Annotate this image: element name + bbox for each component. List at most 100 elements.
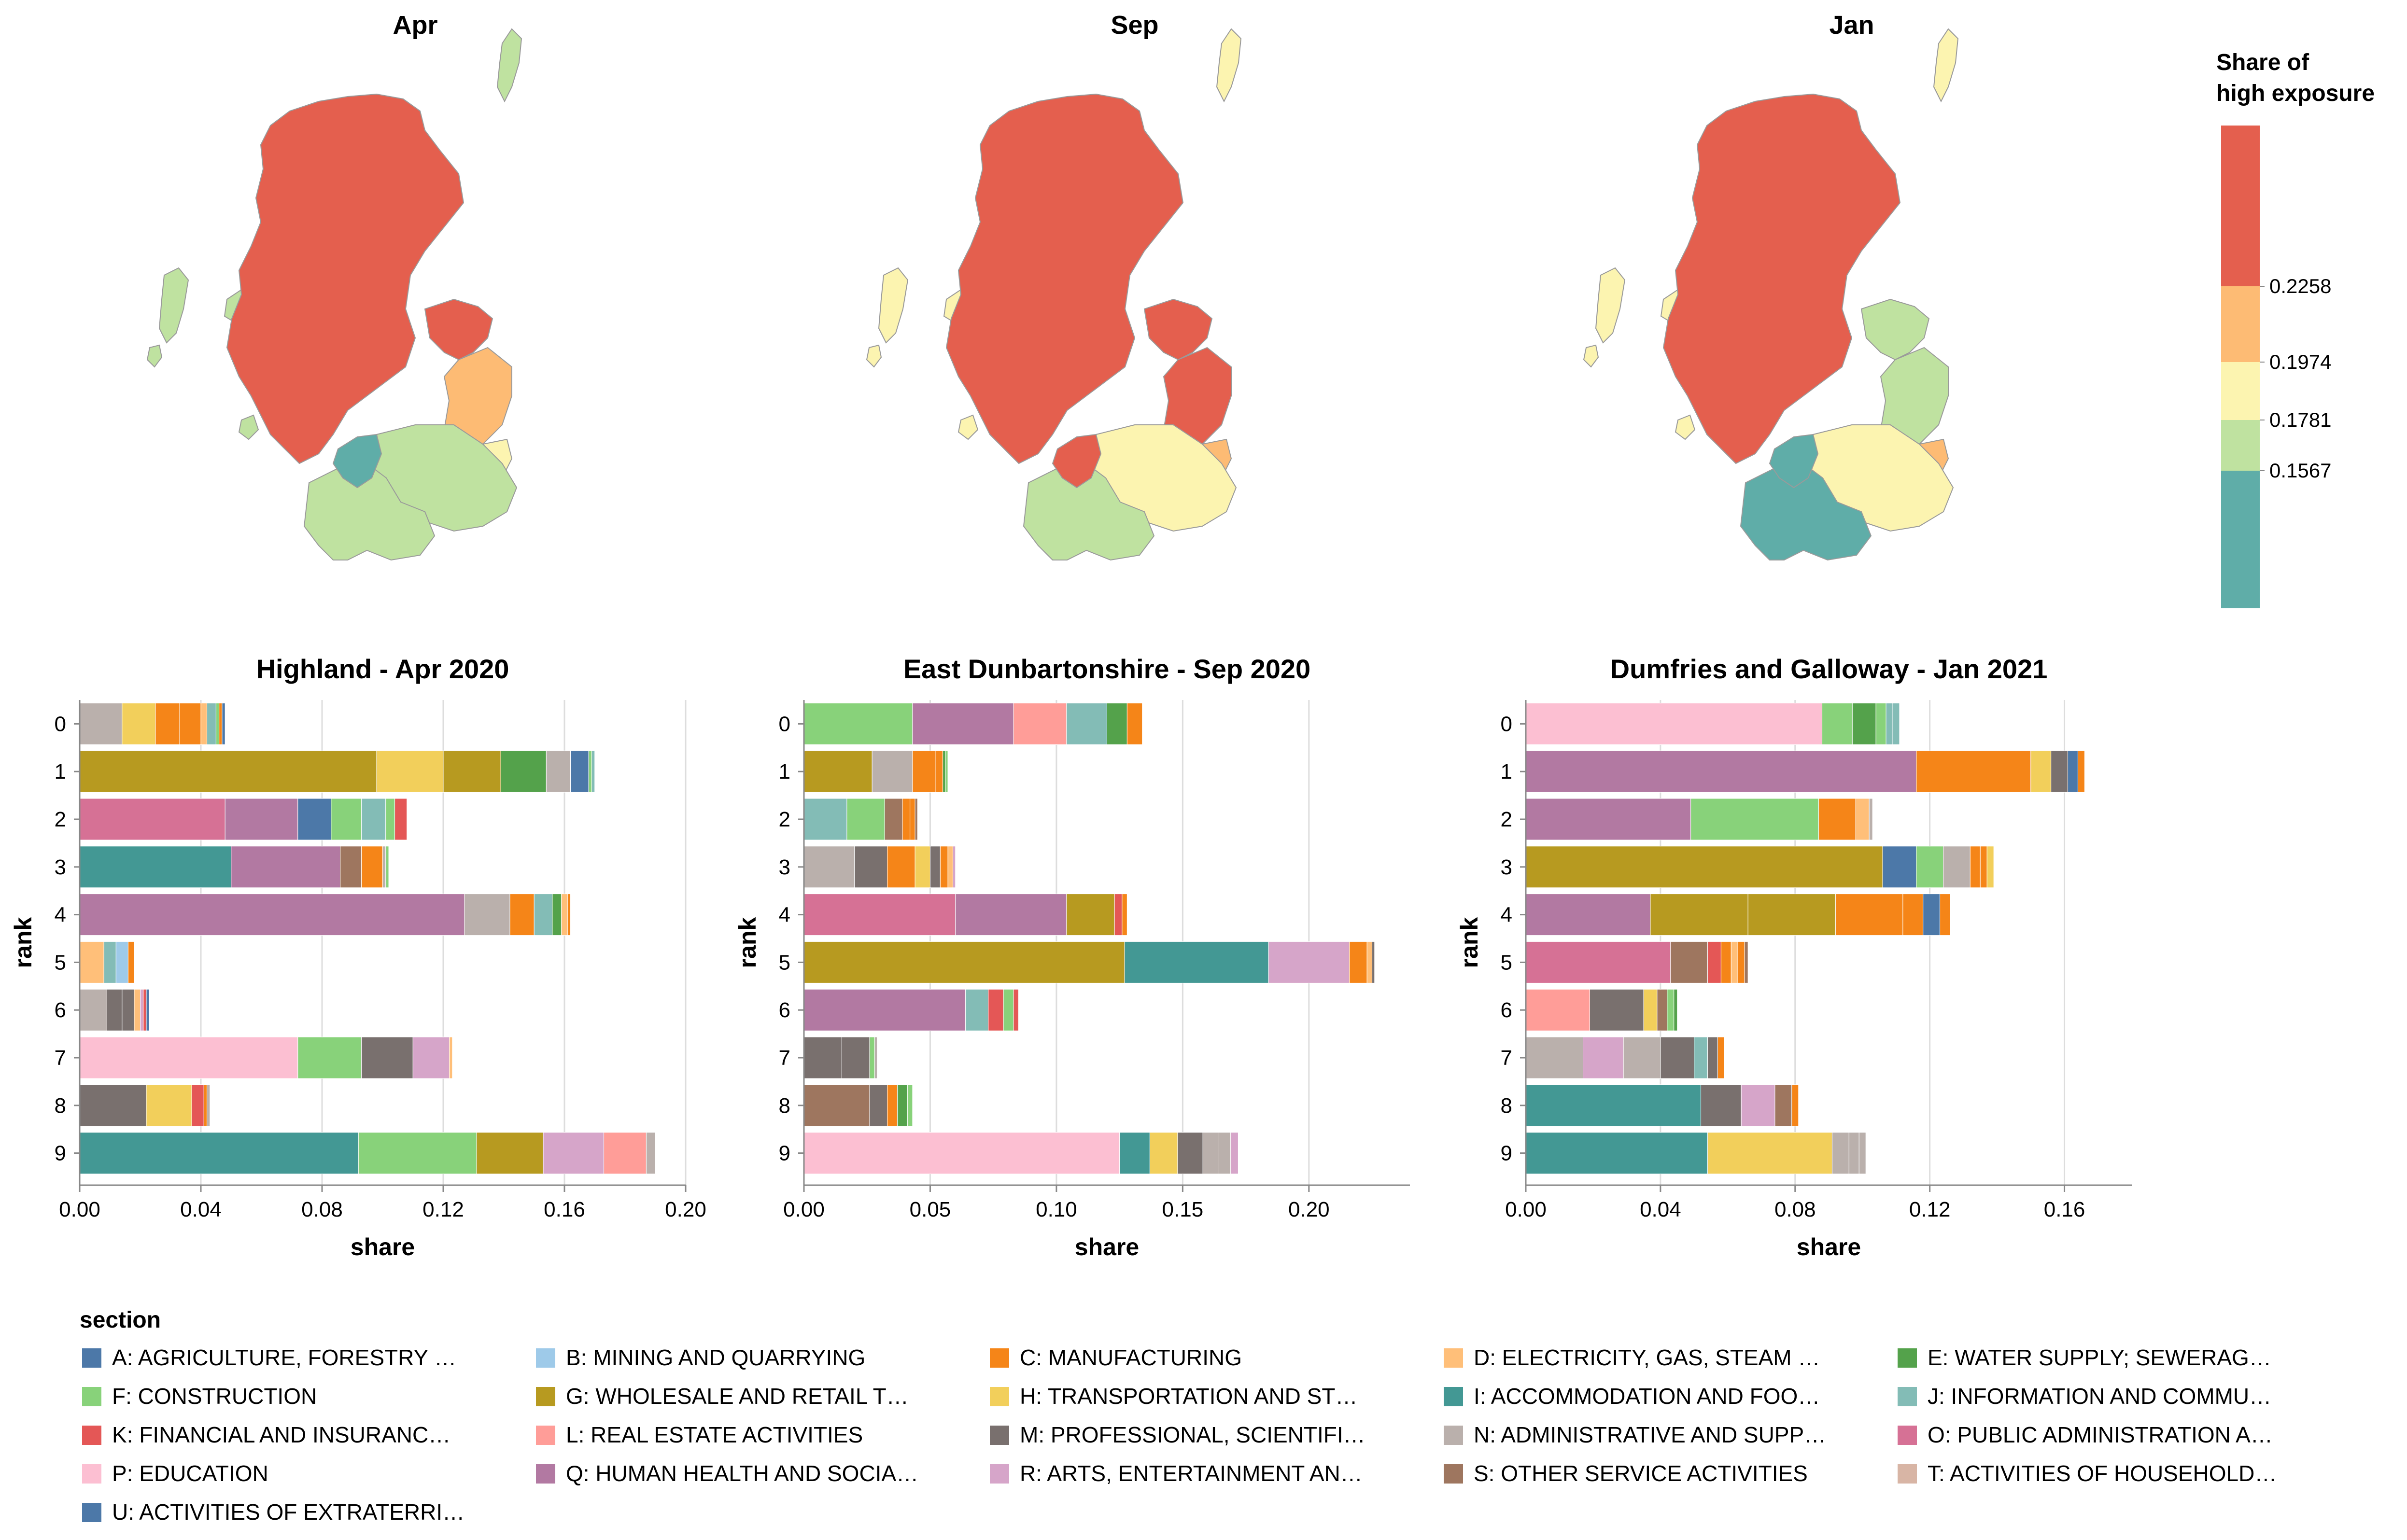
- bar-segment: [146, 989, 150, 1031]
- x-tick-label: 0.00: [59, 1198, 100, 1221]
- y-tick-label: 5: [55, 951, 66, 974]
- section-legend-swatch: [1444, 1348, 1463, 1368]
- map-sep: Sep: [866, 11, 1242, 561]
- bar-segment: [103, 941, 116, 983]
- bar-segment: [854, 846, 888, 888]
- y-tick-label: 7: [55, 1046, 66, 1070]
- map-title: Apr: [393, 11, 438, 40]
- chart-title: Dumfries and Galloway - Jan 2021: [1610, 654, 2048, 684]
- x-tick-label: 0.10: [1036, 1198, 1077, 1221]
- bar-segment: [1882, 846, 1917, 888]
- bar-segment: [1674, 989, 1678, 1031]
- bar-segment: [1525, 846, 1883, 888]
- x-tick-label: 0.08: [301, 1198, 343, 1221]
- bar-segment: [1525, 989, 1590, 1031]
- bar-segment: [887, 846, 915, 888]
- y-tick-label: 8: [1501, 1094, 1512, 1118]
- bar-segment: [476, 1132, 544, 1175]
- y-tick-label: 5: [1501, 951, 1512, 974]
- bar-segment: [1940, 894, 1950, 936]
- y-tick-label: 6: [779, 998, 790, 1022]
- bar-segment: [1707, 1132, 1832, 1175]
- x-tick-label: 0.20: [665, 1198, 706, 1221]
- map-region: [424, 298, 493, 361]
- bar-segment: [940, 846, 948, 888]
- section-legend-label: U: ACTIVITIES OF EXTRATERRI…: [112, 1499, 465, 1525]
- map-region: [1052, 434, 1102, 489]
- x-axis-title: share: [351, 1233, 415, 1260]
- bar-segment: [1747, 894, 1836, 936]
- bar-segment: [219, 702, 223, 745]
- bar-segment: [1525, 702, 1823, 745]
- y-tick-label: 2: [1501, 808, 1512, 831]
- bar-segment: [965, 989, 989, 1031]
- bar-segment: [1855, 798, 1870, 840]
- x-tick-label: 0.12: [422, 1198, 464, 1221]
- bar-segment: [1701, 1084, 1742, 1127]
- y-tick-label: 9: [779, 1142, 790, 1165]
- color-legend-label: 0.1567: [2269, 459, 2331, 482]
- section-legend-swatch: [1898, 1426, 1917, 1445]
- bar-segment: [803, 894, 956, 936]
- section-legend-swatch: [990, 1464, 1009, 1484]
- bar-segment: [358, 1132, 477, 1175]
- bar-segment: [869, 1036, 875, 1079]
- section-legend-swatch: [536, 1464, 555, 1484]
- section-legend-label: R: ARTS, ENTERTAINMENT AN…: [1020, 1461, 1363, 1486]
- bar-segment: [1731, 941, 1738, 983]
- section-legend-label: C: MANUFACTURING: [1020, 1345, 1242, 1370]
- section-legend-swatch: [82, 1387, 101, 1406]
- bar-segment: [841, 1036, 870, 1079]
- y-tick-label: 0: [779, 712, 790, 736]
- bar-segment: [945, 750, 948, 793]
- bar-segment: [122, 989, 135, 1031]
- bar-segment: [179, 702, 201, 745]
- x-axis-title: share: [1797, 1233, 1861, 1260]
- bar-segment: [361, 846, 383, 888]
- bar-segment: [1589, 989, 1644, 1031]
- y-tick-label: 8: [779, 1094, 790, 1118]
- y-tick-label: 0: [1501, 712, 1512, 736]
- y-tick-label: 4: [55, 903, 66, 927]
- bar-segment: [915, 846, 930, 888]
- bar-segment: [1980, 846, 1987, 888]
- bar-segment: [385, 798, 395, 840]
- bar-segment: [1003, 989, 1014, 1031]
- section-legend-swatch: [1898, 1464, 1917, 1484]
- bar-segment: [1218, 1132, 1231, 1175]
- y-tick-label: 9: [1501, 1142, 1512, 1165]
- color-legend-bin: [2221, 362, 2260, 420]
- bar-segment: [1583, 1036, 1624, 1079]
- bar-segment: [200, 702, 208, 745]
- bar-segment: [803, 702, 913, 745]
- bar-segment: [1177, 1132, 1203, 1175]
- bar-segment: [2068, 750, 2078, 793]
- bar-segment: [115, 941, 128, 983]
- y-axis-title: rank: [734, 917, 761, 968]
- color-legend-label: 0.2258: [2269, 275, 2331, 297]
- color-legend-bin: [2221, 471, 2260, 608]
- section-legend-swatch: [990, 1426, 1009, 1445]
- bar-segment: [215, 702, 220, 745]
- bar-segment: [412, 1036, 450, 1079]
- bar-segment: [1916, 750, 2031, 793]
- section-legend-swatch: [536, 1387, 555, 1406]
- bar-segment: [567, 894, 571, 936]
- bar-segment: [1107, 702, 1127, 745]
- bar-segment: [543, 1132, 605, 1175]
- section-legend-swatch: [82, 1426, 101, 1445]
- bar-segment: [1114, 894, 1123, 936]
- section-legend-label: L: REAL ESTATE ACTIVITIES: [566, 1422, 863, 1447]
- bar-segment: [953, 846, 956, 888]
- bar-segment: [1525, 1084, 1702, 1127]
- bar-segment: [1126, 702, 1143, 745]
- bar-segment: [546, 750, 571, 793]
- bar-segment: [1970, 846, 1981, 888]
- bar-segment: [464, 894, 510, 936]
- section-legend-swatch: [536, 1348, 555, 1368]
- bar-segment: [1943, 846, 1971, 888]
- bar-segment: [803, 750, 873, 793]
- y-tick-label: 8: [55, 1094, 66, 1118]
